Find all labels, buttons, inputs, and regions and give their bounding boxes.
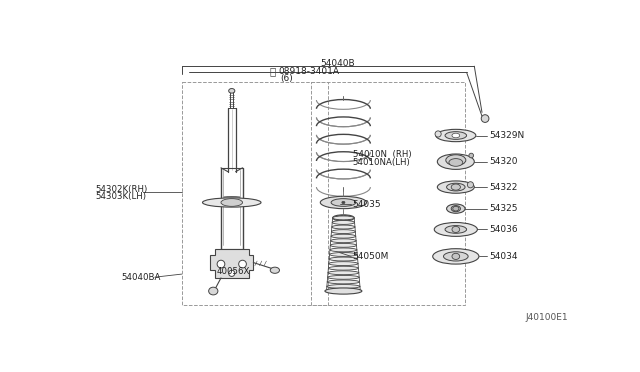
Ellipse shape bbox=[270, 267, 280, 273]
Text: 54302K(RH): 54302K(RH) bbox=[95, 185, 148, 194]
Ellipse shape bbox=[332, 221, 355, 224]
Text: 54010N  (RH): 54010N (RH) bbox=[353, 150, 412, 159]
Ellipse shape bbox=[436, 129, 476, 142]
Ellipse shape bbox=[202, 198, 261, 207]
Ellipse shape bbox=[328, 266, 358, 270]
Ellipse shape bbox=[449, 158, 463, 166]
Ellipse shape bbox=[340, 216, 346, 220]
Ellipse shape bbox=[445, 132, 467, 140]
Ellipse shape bbox=[326, 289, 360, 293]
Ellipse shape bbox=[331, 239, 356, 243]
Ellipse shape bbox=[327, 280, 360, 284]
Ellipse shape bbox=[333, 215, 354, 221]
Ellipse shape bbox=[217, 260, 225, 268]
Ellipse shape bbox=[332, 230, 355, 234]
Text: 54322: 54322 bbox=[490, 183, 518, 192]
Text: (6): (6) bbox=[280, 74, 293, 83]
Text: 54329N: 54329N bbox=[490, 131, 525, 140]
Ellipse shape bbox=[452, 253, 460, 260]
Ellipse shape bbox=[331, 234, 356, 238]
Ellipse shape bbox=[332, 225, 355, 229]
Text: 54050M: 54050M bbox=[353, 252, 389, 261]
Ellipse shape bbox=[452, 226, 460, 232]
Ellipse shape bbox=[330, 253, 357, 256]
Ellipse shape bbox=[239, 260, 246, 268]
Bar bbox=[311, 81, 465, 305]
Ellipse shape bbox=[437, 154, 474, 169]
Ellipse shape bbox=[452, 206, 459, 211]
Ellipse shape bbox=[447, 183, 465, 191]
Ellipse shape bbox=[327, 285, 360, 288]
Polygon shape bbox=[210, 249, 253, 278]
Ellipse shape bbox=[328, 271, 359, 275]
Text: Ⓝ: Ⓝ bbox=[269, 67, 276, 77]
Text: 54320: 54320 bbox=[490, 157, 518, 166]
Ellipse shape bbox=[451, 206, 460, 212]
Ellipse shape bbox=[342, 201, 345, 203]
Ellipse shape bbox=[325, 288, 362, 294]
Ellipse shape bbox=[228, 270, 235, 276]
Ellipse shape bbox=[328, 275, 359, 279]
Ellipse shape bbox=[330, 243, 356, 247]
Ellipse shape bbox=[330, 248, 357, 252]
Ellipse shape bbox=[467, 182, 474, 188]
Ellipse shape bbox=[333, 216, 354, 220]
Text: 54040BA: 54040BA bbox=[122, 273, 161, 282]
Bar bbox=[182, 81, 328, 305]
Ellipse shape bbox=[444, 252, 468, 261]
Text: 54036: 54036 bbox=[490, 225, 518, 234]
Ellipse shape bbox=[435, 222, 477, 236]
Ellipse shape bbox=[452, 133, 460, 138]
Ellipse shape bbox=[329, 262, 358, 266]
Ellipse shape bbox=[481, 115, 489, 122]
Ellipse shape bbox=[329, 257, 358, 261]
Ellipse shape bbox=[335, 216, 352, 220]
Text: 54034: 54034 bbox=[490, 252, 518, 261]
Ellipse shape bbox=[228, 89, 235, 93]
Ellipse shape bbox=[435, 131, 441, 137]
Ellipse shape bbox=[209, 287, 218, 295]
Ellipse shape bbox=[447, 204, 465, 213]
Ellipse shape bbox=[469, 153, 474, 158]
Ellipse shape bbox=[445, 225, 467, 233]
Ellipse shape bbox=[437, 181, 474, 193]
Ellipse shape bbox=[451, 184, 460, 190]
Text: 54035: 54035 bbox=[353, 199, 381, 209]
Text: 54040B: 54040B bbox=[320, 59, 355, 68]
Text: 08918-3401A: 08918-3401A bbox=[278, 67, 339, 76]
Ellipse shape bbox=[320, 196, 367, 209]
Text: 54325: 54325 bbox=[490, 204, 518, 213]
Text: J40100E1: J40100E1 bbox=[525, 314, 568, 323]
Text: 40056X: 40056X bbox=[216, 267, 250, 276]
Text: 54303K(LH): 54303K(LH) bbox=[95, 192, 147, 201]
Ellipse shape bbox=[221, 199, 243, 206]
Text: 54010NA(LH): 54010NA(LH) bbox=[353, 158, 410, 167]
Ellipse shape bbox=[433, 249, 479, 264]
Ellipse shape bbox=[331, 199, 356, 206]
Ellipse shape bbox=[446, 155, 466, 166]
